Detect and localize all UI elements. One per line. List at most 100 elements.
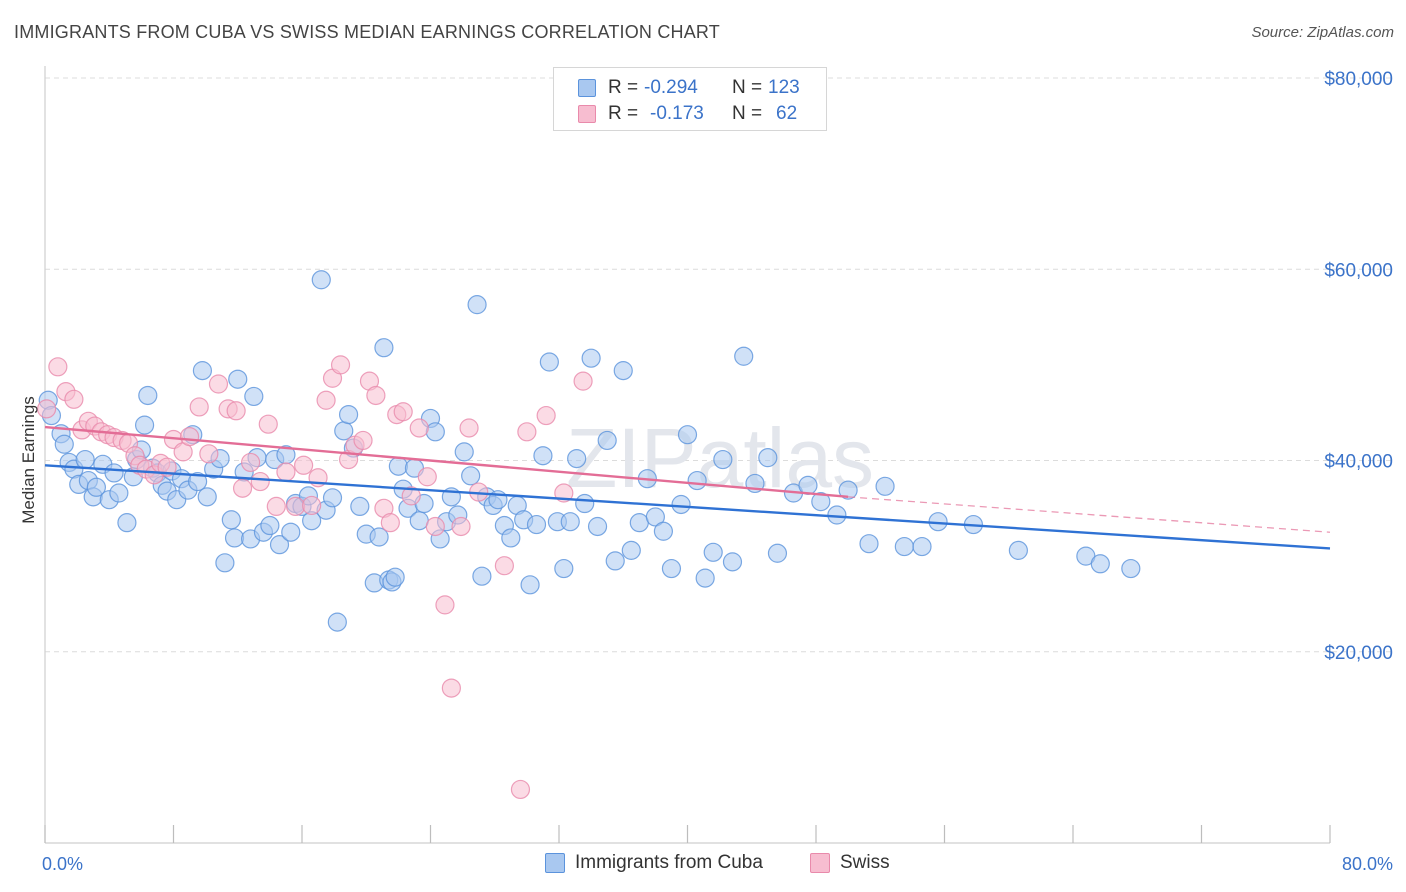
chart-title: IMMIGRANTS FROM CUBA VS SWISS MEDIAN EAR… bbox=[14, 22, 721, 42]
swiss-point bbox=[353, 430, 373, 451]
cuba-point bbox=[894, 536, 914, 557]
n-value-swiss: 62 bbox=[776, 103, 798, 124]
cuba-point bbox=[713, 449, 733, 470]
cuba-point bbox=[560, 512, 580, 532]
n-value-cuba: 123 bbox=[768, 77, 800, 98]
swiss-trend-line bbox=[44, 425, 849, 499]
swiss-point bbox=[441, 678, 461, 698]
y-tick-label: $20,000 bbox=[1324, 643, 1393, 664]
cuba-point bbox=[597, 430, 617, 451]
cuba-point bbox=[645, 507, 665, 527]
swiss-point bbox=[393, 402, 413, 422]
cuba-point bbox=[388, 456, 408, 476]
n-label: N = bbox=[732, 77, 763, 98]
swiss-point bbox=[199, 444, 219, 464]
cuba-point bbox=[86, 477, 107, 497]
r-value-cuba: -0.294 bbox=[644, 77, 698, 98]
swiss-point bbox=[425, 516, 445, 537]
cuba-point bbox=[454, 442, 474, 462]
swiss-point bbox=[302, 495, 322, 516]
cuba-point bbox=[811, 492, 831, 512]
swiss-point bbox=[48, 357, 68, 377]
cuba-point bbox=[539, 352, 559, 372]
cuba-point bbox=[322, 488, 343, 508]
cuba-point bbox=[228, 369, 248, 389]
cuba-point bbox=[621, 540, 641, 560]
swiss-point bbox=[189, 397, 209, 417]
swiss-point bbox=[266, 496, 286, 516]
points-layer bbox=[37, 270, 1141, 800]
cuba-point bbox=[734, 346, 754, 366]
cuba-point bbox=[554, 558, 574, 579]
cuba-point bbox=[661, 558, 682, 579]
cuba-point bbox=[197, 487, 217, 507]
swiss-point bbox=[276, 462, 296, 482]
r-label: R = bbox=[608, 77, 639, 98]
swiss-point bbox=[494, 556, 514, 576]
swiss-point bbox=[573, 371, 593, 391]
cuba-point bbox=[629, 513, 649, 533]
swiss-point bbox=[451, 516, 471, 537]
cuba-point bbox=[134, 415, 155, 435]
cuba-point bbox=[409, 511, 429, 531]
stats-legend: R = -0.294 N = 123 R = -0.173 N = 62 bbox=[553, 67, 827, 131]
y-axis-title: Median Earnings bbox=[19, 396, 38, 524]
cuba-trend-line bbox=[44, 464, 1331, 550]
swiss-legend-swatch bbox=[810, 853, 830, 873]
cuba-point bbox=[501, 528, 521, 548]
cuba-point bbox=[1008, 540, 1028, 560]
cuba-point bbox=[385, 567, 405, 587]
swiss-point bbox=[37, 399, 57, 419]
cuba-point bbox=[1090, 554, 1110, 574]
y-tick-label: $60,000 bbox=[1324, 260, 1393, 281]
cuba-point bbox=[215, 553, 235, 573]
cuba-point bbox=[281, 522, 301, 542]
swiss-point bbox=[510, 779, 531, 800]
cuba-point bbox=[567, 448, 587, 469]
swiss-swatch bbox=[578, 105, 596, 123]
swiss-point bbox=[409, 418, 429, 438]
n-label: N = bbox=[732, 103, 763, 124]
swiss-point bbox=[232, 478, 253, 498]
legend-label-cuba: Immigrants from Cuba bbox=[575, 852, 763, 873]
axes-layer bbox=[44, 66, 1331, 844]
cuba-point bbox=[461, 466, 481, 486]
y-tick-label: $40,000 bbox=[1324, 452, 1393, 473]
cuba-point bbox=[327, 612, 347, 632]
cuba-point bbox=[269, 535, 290, 555]
cuba-point bbox=[244, 386, 264, 407]
cuba-point bbox=[575, 493, 595, 514]
cuba-point bbox=[587, 516, 608, 537]
cuba-point bbox=[695, 568, 715, 588]
x-tick-label: 80.0% bbox=[1342, 854, 1393, 874]
swiss-trend-extension bbox=[848, 496, 1331, 533]
cuba-point bbox=[187, 471, 208, 492]
cuba-point bbox=[425, 422, 445, 442]
cuba-point bbox=[838, 480, 858, 500]
cuba-point bbox=[311, 270, 331, 290]
cuba-point bbox=[767, 543, 788, 563]
trend-layer bbox=[44, 425, 1331, 550]
cuba-point bbox=[138, 385, 158, 406]
swiss-point bbox=[417, 467, 437, 487]
cuba-point bbox=[350, 496, 370, 516]
cuba-point bbox=[671, 494, 691, 515]
cuba-point bbox=[260, 515, 280, 536]
cuba-point bbox=[859, 534, 879, 554]
swiss-point bbox=[517, 422, 537, 442]
cuba-point bbox=[192, 361, 213, 381]
cuba-point bbox=[613, 361, 633, 381]
cuba-point bbox=[374, 338, 394, 358]
grid-layer bbox=[45, 77, 1395, 653]
cuba-point bbox=[875, 476, 895, 496]
cuba-point bbox=[109, 483, 129, 503]
y-tick-label: $80,000 bbox=[1324, 69, 1393, 90]
cuba-point bbox=[677, 425, 698, 445]
cuba-point bbox=[687, 470, 707, 491]
swiss-point bbox=[294, 455, 314, 475]
cuba-point bbox=[338, 405, 359, 425]
cuba-swatch bbox=[578, 79, 596, 97]
swiss-point bbox=[401, 486, 421, 506]
swiss-point bbox=[64, 389, 84, 409]
